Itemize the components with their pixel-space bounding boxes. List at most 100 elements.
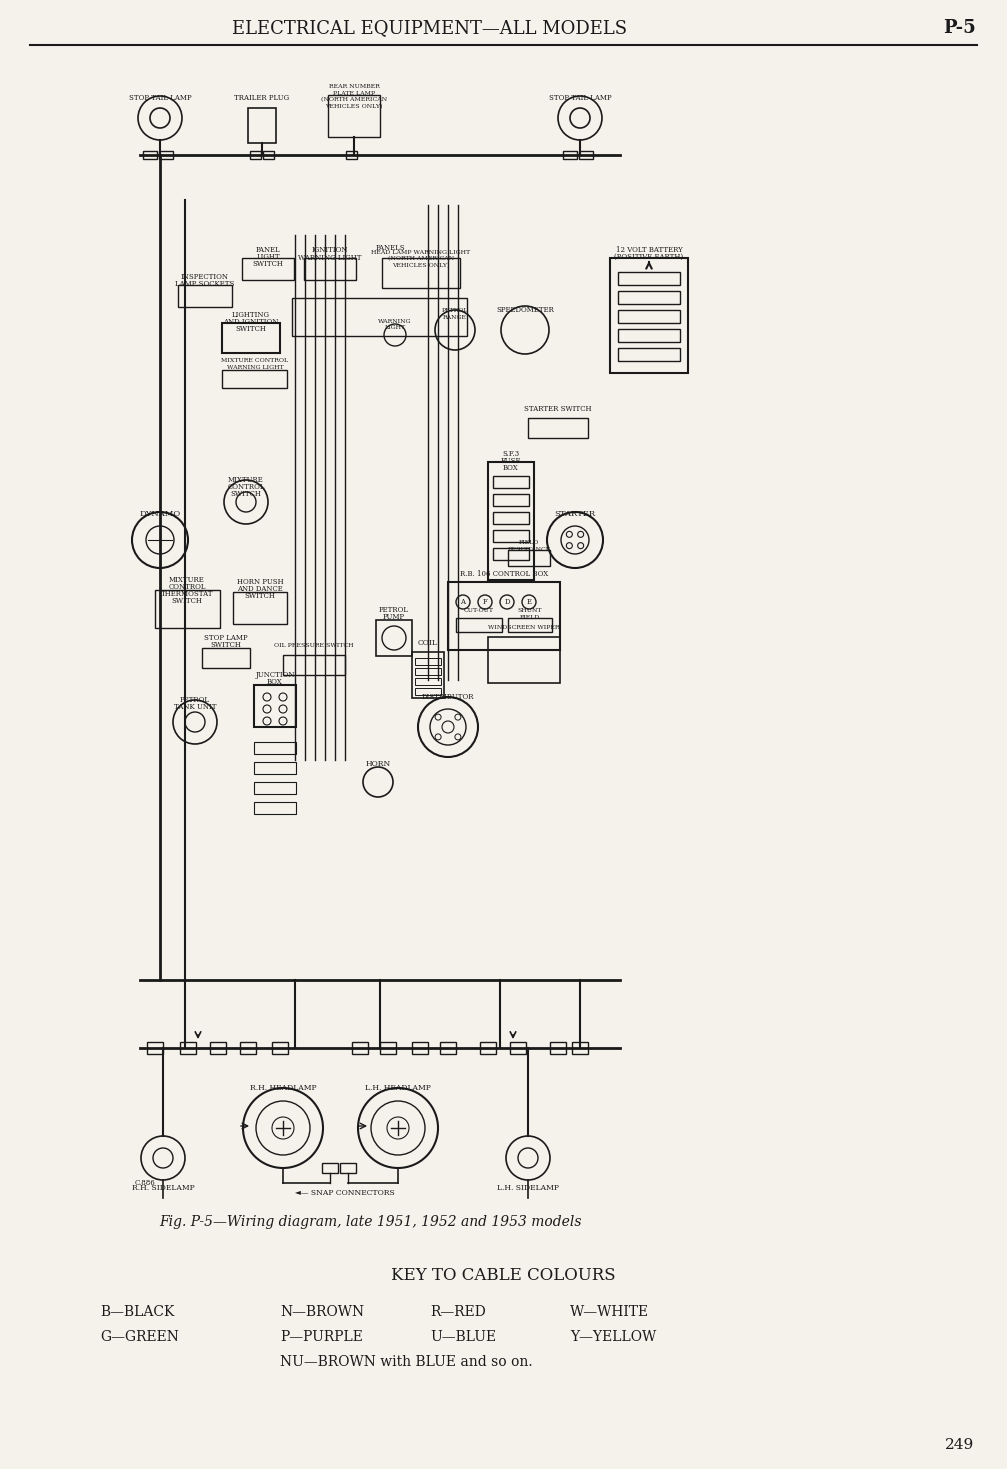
Text: FIELD: FIELD (520, 614, 540, 620)
Text: R—RED: R—RED (430, 1304, 485, 1319)
Text: DYNAMO: DYNAMO (139, 510, 180, 519)
Bar (242, 259, 294, 281)
Bar (508, 618, 552, 632)
Text: REAR NUMBER: REAR NUMBER (328, 84, 380, 88)
Text: F: F (482, 598, 487, 607)
Bar (493, 530, 529, 542)
Bar (240, 1042, 256, 1053)
Bar (618, 310, 680, 323)
Text: STARTER SWITCH: STARTER SWITCH (525, 405, 592, 413)
Bar (304, 259, 356, 281)
Text: L.H. SIDELAMP: L.H. SIDELAMP (497, 1184, 559, 1191)
Text: VEHICLES ONLY): VEHICLES ONLY) (393, 263, 450, 269)
Text: PETROL: PETROL (379, 607, 409, 614)
Text: BOX: BOX (267, 679, 283, 686)
Bar (528, 419, 588, 438)
Text: JUNCTION: JUNCTION (255, 671, 295, 679)
Text: SWITCH: SWITCH (236, 325, 267, 333)
Text: SWITCH: SWITCH (245, 592, 276, 599)
Bar (233, 592, 287, 624)
Bar (254, 762, 296, 774)
Text: G—GREEN: G—GREEN (100, 1329, 179, 1344)
Text: R.H. SIDELAMP: R.H. SIDELAMP (132, 1184, 194, 1191)
Bar (263, 151, 274, 159)
Text: MIXTURE CONTROL: MIXTURE CONTROL (222, 357, 289, 363)
Bar (180, 1042, 196, 1053)
Bar (210, 1042, 226, 1053)
Text: ELECTRICAL EQUIPMENT—ALL MODELS: ELECTRICAL EQUIPMENT—ALL MODELS (233, 19, 627, 37)
Bar (415, 687, 441, 695)
Text: ◄— SNAP CONNECTORS: ◄— SNAP CONNECTORS (295, 1188, 395, 1197)
Text: STOP TAIL LAMP: STOP TAIL LAMP (129, 94, 191, 101)
Bar (488, 638, 560, 683)
Bar (493, 548, 529, 560)
Bar (283, 655, 345, 674)
Bar (618, 329, 680, 342)
Bar (178, 285, 232, 307)
Text: LIGHT: LIGHT (385, 325, 406, 329)
Text: COIL: COIL (418, 639, 438, 646)
Text: SWITCH: SWITCH (210, 640, 242, 649)
Text: LIGHTING: LIGHTING (232, 311, 270, 319)
Text: CUT-OUT: CUT-OUT (464, 608, 494, 613)
Text: W—WHITE: W—WHITE (570, 1304, 650, 1319)
Bar (382, 259, 460, 288)
Text: KEY TO CABLE COLOURS: KEY TO CABLE COLOURS (391, 1266, 615, 1284)
Bar (322, 1163, 338, 1174)
Bar (456, 618, 502, 632)
Text: Y—YELLOW: Y—YELLOW (570, 1329, 657, 1344)
Text: P-5: P-5 (944, 19, 977, 37)
Text: THERMOSTAT: THERMOSTAT (161, 591, 213, 598)
Bar (376, 620, 412, 657)
Text: B—BLACK: B—BLACK (100, 1304, 174, 1319)
Bar (493, 476, 529, 488)
Bar (155, 591, 220, 629)
Text: PANELS: PANELS (376, 244, 405, 253)
Text: L.H. HEADLAMP: L.H. HEADLAMP (366, 1084, 431, 1091)
Bar (340, 1163, 356, 1174)
Text: 12 VOLT BATTERY: 12 VOLT BATTERY (615, 245, 683, 254)
Bar (292, 298, 467, 336)
Bar (254, 742, 296, 754)
Text: HEAD LAMP WARNING LIGHT: HEAD LAMP WARNING LIGHT (372, 250, 470, 254)
Text: A: A (460, 598, 465, 607)
Text: PETROL: PETROL (442, 307, 468, 313)
Text: U—BLUE: U—BLUE (430, 1329, 496, 1344)
Text: WINDSCREEN WIPER: WINDSCREEN WIPER (488, 624, 560, 630)
Text: STOP LAMP: STOP LAMP (204, 635, 248, 642)
Text: CONTROL: CONTROL (168, 583, 205, 591)
Text: 249: 249 (946, 1438, 975, 1451)
Bar (159, 151, 173, 159)
Bar (412, 652, 444, 698)
Bar (248, 109, 276, 142)
Text: IGNITION: IGNITION (312, 245, 348, 254)
Text: WARNING LIGHT: WARNING LIGHT (298, 254, 362, 261)
Text: PANEL: PANEL (256, 245, 280, 254)
Text: OIL PRESSURE SWITCH: OIL PRESSURE SWITCH (274, 642, 353, 648)
Text: AND IGNITION: AND IGNITION (224, 317, 279, 326)
Text: RANGE: RANGE (443, 314, 467, 319)
Text: PLATE LAMP: PLATE LAMP (333, 91, 375, 95)
Text: STARTER: STARTER (555, 510, 595, 519)
Text: (NORTH AMERICAN: (NORTH AMERICAN (388, 257, 454, 261)
Text: R.B. 106 CONTROL BOX: R.B. 106 CONTROL BOX (460, 570, 548, 577)
Text: C.886: C.886 (135, 1180, 155, 1187)
Text: BOX: BOX (504, 464, 519, 472)
Text: TRAILER PLUG: TRAILER PLUG (235, 94, 290, 101)
Text: SHUNT: SHUNT (518, 608, 542, 613)
Text: (POSITIVE EARTH): (POSITIVE EARTH) (614, 253, 684, 261)
Bar (550, 1042, 566, 1053)
Bar (272, 1042, 288, 1053)
Text: STOP TAIL LAMP: STOP TAIL LAMP (549, 94, 611, 101)
Bar (328, 95, 380, 137)
Text: MIXTURE: MIXTURE (169, 576, 204, 585)
Bar (508, 549, 550, 566)
Bar (493, 513, 529, 524)
Bar (254, 685, 296, 727)
Text: D: D (505, 598, 510, 607)
Bar (222, 370, 287, 388)
Text: HORN: HORN (366, 759, 391, 768)
Text: SWITCH: SWITCH (253, 260, 283, 267)
Bar (415, 679, 441, 685)
Bar (493, 494, 529, 505)
